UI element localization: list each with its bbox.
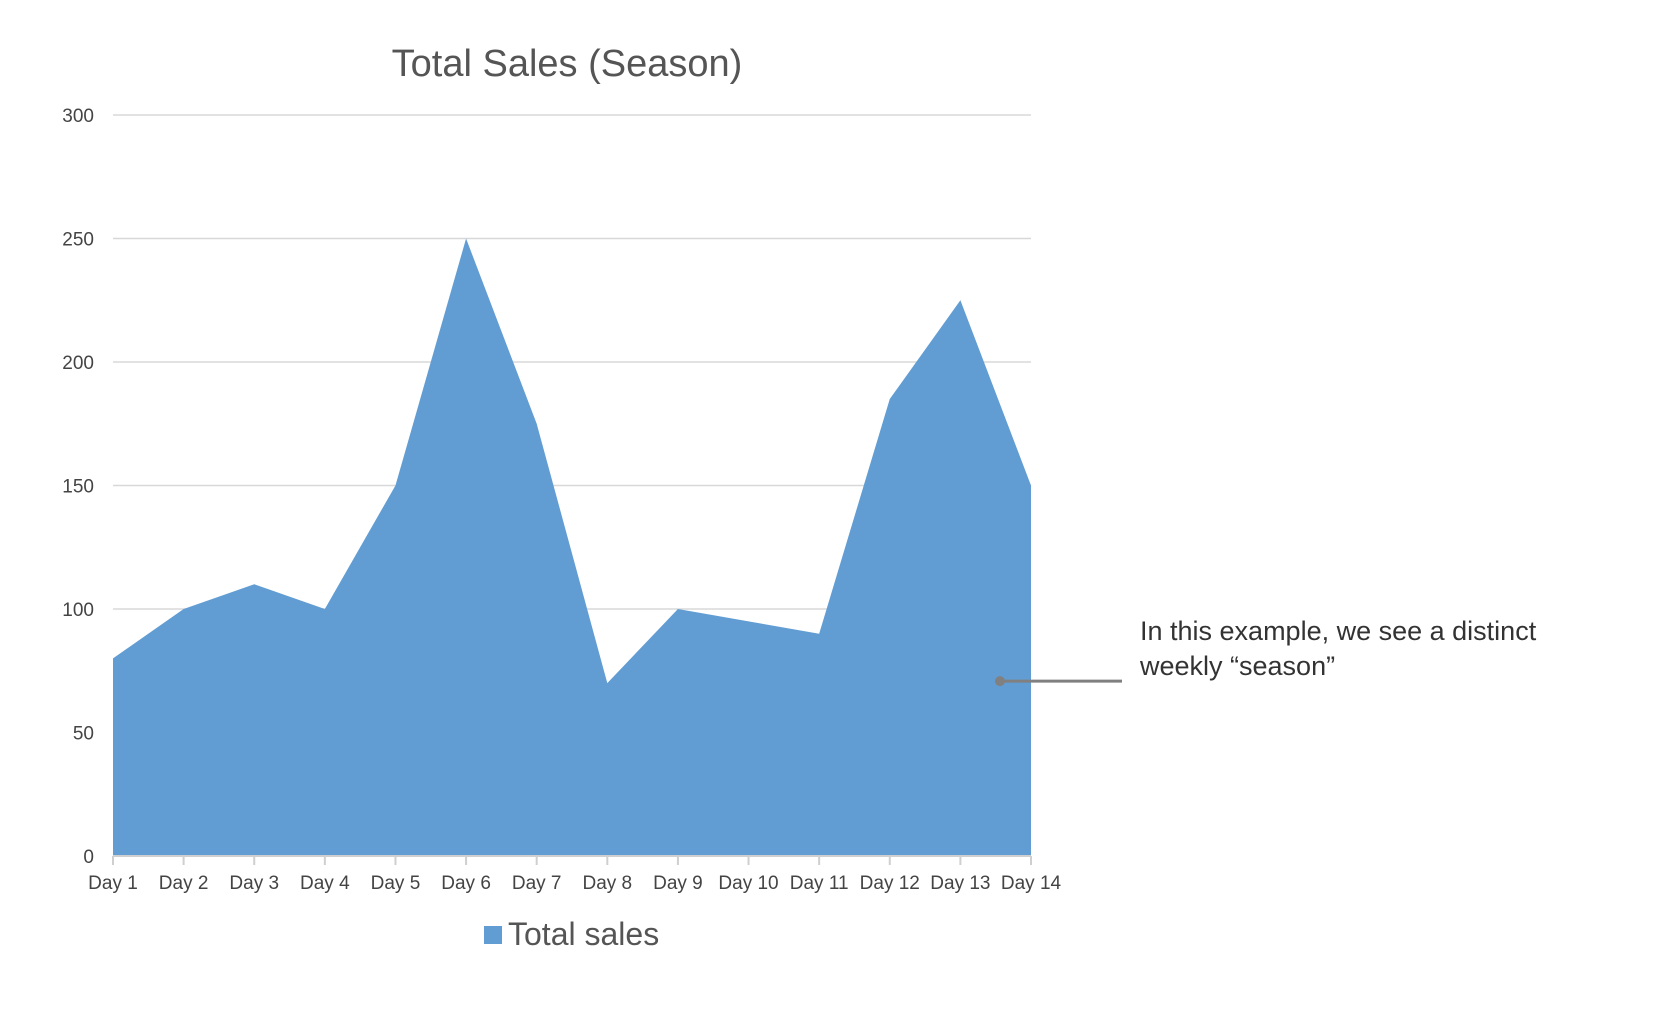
y-tick-label-150: 150 xyxy=(62,477,94,498)
y-tick-label-0: 0 xyxy=(83,847,94,868)
y-axis: 0 50 100 150 200 250 300 xyxy=(62,106,94,868)
x-tick-label-10: Day 10 xyxy=(718,873,778,894)
annotation-marker-dot xyxy=(995,676,1005,686)
legend: Total sales xyxy=(484,916,659,952)
y-tick-label-100: 100 xyxy=(62,600,94,621)
annotation-text-line-2: weekly “season” xyxy=(1139,651,1335,681)
x-tick-label-14: Day 14 xyxy=(1001,873,1062,894)
x-axis: Day 1 Day 2 Day 3 Day 4 Day 5 Day 6 Day 7 Day 8… xyxy=(88,856,1061,894)
x-tick-label-4: Day 4 xyxy=(300,873,350,894)
y-tick-label-200: 200 xyxy=(62,353,94,374)
legend-label: Total sales xyxy=(508,916,659,952)
x-tick-label-6: Day 6 xyxy=(441,873,491,894)
area-series-total-sales xyxy=(113,239,1031,857)
legend-swatch xyxy=(484,926,502,944)
x-tick-label-5: Day 5 xyxy=(371,873,421,894)
x-tick-label-13: Day 13 xyxy=(930,873,990,894)
x-tick-label-2: Day 2 xyxy=(159,873,209,894)
x-tick-label-11: Day 11 xyxy=(790,873,849,894)
x-tick-label-7: Day 7 xyxy=(512,873,562,894)
y-tick-label-250: 250 xyxy=(62,230,94,251)
annotation: In this example, we see a distinct weekl… xyxy=(995,616,1537,686)
x-tick-label-9: Day 9 xyxy=(653,873,703,894)
x-tick-label-3: Day 3 xyxy=(229,873,279,894)
x-tick-label-12: Day 12 xyxy=(860,873,920,894)
area-series-layer xyxy=(113,238,1031,856)
y-tick-label-300: 300 xyxy=(62,106,94,127)
annotation-text-line-1: In this example, we see a distinct xyxy=(1140,616,1537,646)
chart-title: Total Sales (Season) xyxy=(392,43,743,85)
y-tick-label-50: 50 xyxy=(73,724,94,745)
x-tick-label-8: Day 8 xyxy=(582,873,632,894)
x-tick-label-1: Day 1 xyxy=(88,873,138,894)
